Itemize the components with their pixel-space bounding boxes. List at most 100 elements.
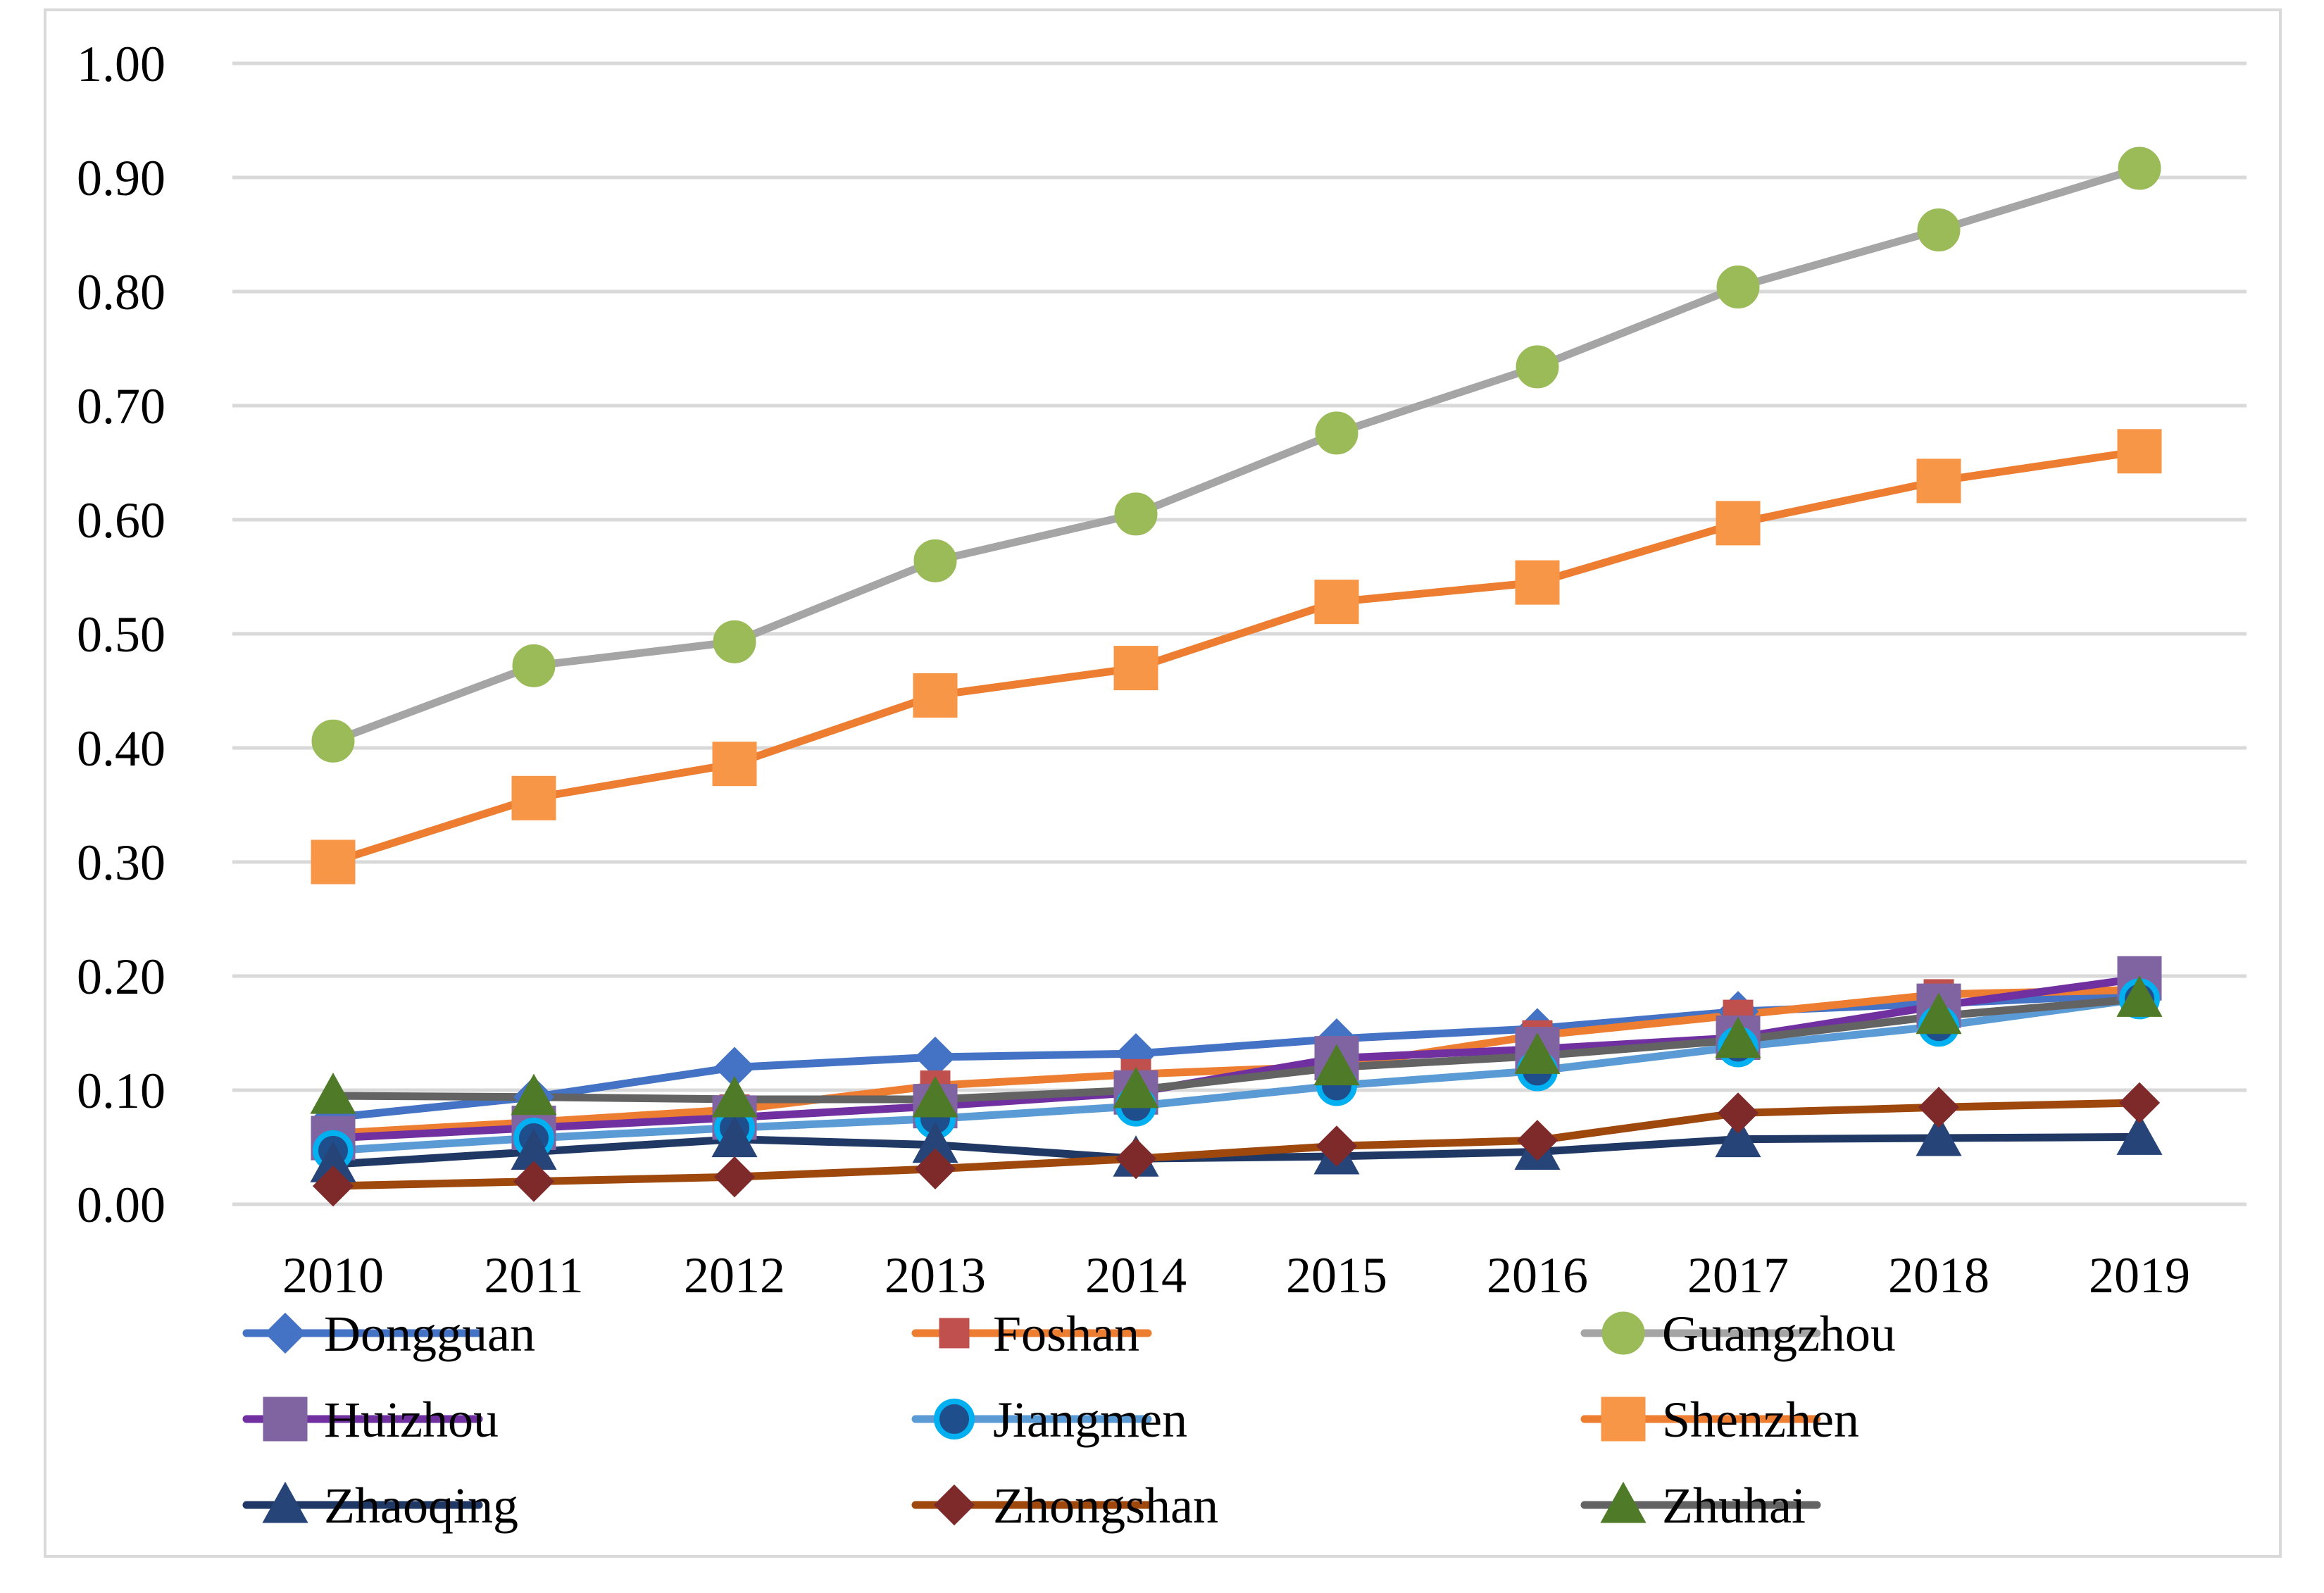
data-point-zhuhai bbox=[1113, 1066, 1159, 1108]
legend-marker bbox=[1601, 1311, 1645, 1355]
data-point-shenzhen bbox=[1515, 560, 1560, 605]
legend-marker bbox=[1600, 1481, 1647, 1523]
series-line-foshan bbox=[329, 985, 2144, 1138]
series-line-zhaoqing bbox=[329, 1132, 2144, 1168]
legend-marker bbox=[264, 1312, 306, 1354]
legend-marker bbox=[1601, 1397, 1646, 1442]
y-tick-label: 0.00 bbox=[77, 1177, 165, 1233]
x-tick-label: 2016 bbox=[1487, 1247, 1588, 1304]
data-point-zhongshan bbox=[312, 1165, 354, 1207]
data-point-zhongshan bbox=[1717, 1092, 1759, 1134]
legend-item-huizhou: Huizhou bbox=[242, 1392, 499, 1448]
series-line-jiangmen bbox=[329, 994, 2144, 1155]
y-tick-label: 0.20 bbox=[77, 949, 165, 1005]
data-point-guangzhou bbox=[1917, 208, 1961, 252]
data-point-shenzhen bbox=[712, 742, 757, 787]
legend-item-zhaoqing: Zhaoqing bbox=[242, 1478, 518, 1534]
legend-label: Guangzhou bbox=[1662, 1306, 1896, 1362]
data-point-zhongshan bbox=[914, 1148, 956, 1189]
data-point-zhongshan bbox=[1115, 1138, 1157, 1180]
data-point-zhuhai bbox=[1514, 1032, 1561, 1074]
data-point-shenzhen bbox=[1716, 501, 1761, 546]
series-line-shenzhen bbox=[329, 447, 2144, 866]
series-markers bbox=[310, 146, 2163, 1207]
x-tick-label: 2011 bbox=[484, 1247, 583, 1304]
x-tick-label: 2013 bbox=[885, 1247, 986, 1304]
data-point-zhaoqing bbox=[1916, 1114, 1962, 1156]
data-point-zhongshan bbox=[1918, 1087, 1960, 1128]
data-point-zhuhai bbox=[511, 1073, 557, 1116]
legend-label: Shenzhen bbox=[1662, 1392, 1859, 1448]
x-tick-label: 2014 bbox=[1085, 1247, 1187, 1304]
series-line-guangzhou bbox=[329, 164, 2144, 745]
legend-label: Zhaoqing bbox=[324, 1478, 518, 1534]
data-point-zhuhai bbox=[2116, 975, 2163, 1017]
y-tick-label: 0.10 bbox=[77, 1063, 165, 1119]
legend-label: Dongguan bbox=[324, 1306, 535, 1362]
x-axis-tick-labels: 2010 2011 2012 2013 2014 2015 2016 2017 2018 2019 bbox=[282, 1247, 2190, 1304]
y-tick-label: 0.30 bbox=[77, 835, 165, 891]
y-tick-label: 0.50 bbox=[77, 606, 165, 663]
data-point-zhaoqing bbox=[2116, 1113, 2163, 1155]
chart-frame bbox=[44, 8, 2282, 1558]
legend-label: Jiangmen bbox=[993, 1392, 1187, 1448]
data-point-zhuhai bbox=[1916, 992, 1962, 1035]
data-point-shenzhen bbox=[511, 775, 556, 820]
data-point-shenzhen bbox=[1113, 646, 1158, 691]
series-line-zhuhai bbox=[329, 994, 2144, 1104]
legend-item-jiangmen: Jiangmen bbox=[911, 1392, 1187, 1448]
data-point-guangzhou bbox=[2118, 146, 2161, 190]
data-point-guangzhou bbox=[913, 539, 957, 582]
legend-marker bbox=[933, 1484, 975, 1526]
y-tick-label: 0.90 bbox=[77, 150, 165, 206]
data-point-guangzhou bbox=[1114, 492, 1158, 536]
y-tick-label: 0.70 bbox=[77, 378, 165, 435]
data-point-zhuhai bbox=[912, 1075, 958, 1118]
data-point-zhaoqing bbox=[1715, 1116, 1761, 1158]
legend-item-zhuhai: Zhuhai bbox=[1580, 1478, 1821, 1534]
series-markers-zhuhai bbox=[310, 975, 2163, 1118]
x-tick-label: 2015 bbox=[1286, 1247, 1387, 1304]
data-point-shenzhen bbox=[311, 839, 356, 885]
series-markers-huizhou bbox=[311, 956, 2162, 1161]
legend-item-dongguan: Dongguan bbox=[242, 1306, 535, 1362]
legend-marker bbox=[939, 1318, 970, 1349]
data-point-shenzhen bbox=[2117, 429, 2162, 474]
data-point-shenzhen bbox=[913, 673, 958, 718]
x-tick-label: 2012 bbox=[684, 1247, 785, 1304]
data-point-guangzhou bbox=[1315, 411, 1358, 455]
legend-marker bbox=[934, 1399, 975, 1439]
y-tick-label: 0.60 bbox=[77, 492, 165, 549]
legend-label: Zhuhai bbox=[1662, 1478, 1806, 1534]
legend-marker bbox=[263, 1397, 308, 1442]
data-point-shenzhen bbox=[1916, 458, 1961, 504]
y-tick-label: 0.40 bbox=[77, 720, 165, 777]
x-tick-label: 2018 bbox=[1888, 1247, 1989, 1304]
x-tick-label: 2017 bbox=[1687, 1247, 1789, 1304]
data-point-zhongshan bbox=[1516, 1120, 1558, 1161]
legend-item-foshan: Foshan bbox=[911, 1306, 1152, 1362]
data-point-zhaoqing bbox=[711, 1116, 758, 1158]
series-lines bbox=[329, 164, 2144, 1190]
data-point-zhongshan bbox=[1316, 1125, 1358, 1167]
series-line-zhongshan bbox=[329, 1099, 2144, 1190]
y-tick-label: 1.00 bbox=[77, 36, 165, 92]
data-point-zhuhai bbox=[310, 1073, 356, 1114]
y-axis-tick-labels: 0.00 0.10 0.20 0.30 0.40 0.50 0.60 0.70 0.80 0.90… bbox=[77, 36, 165, 1233]
data-point-guangzhou bbox=[512, 644, 556, 687]
legend-label: Huizhou bbox=[324, 1392, 499, 1448]
data-point-guangzhou bbox=[1716, 266, 1760, 309]
data-point-zhongshan bbox=[2118, 1082, 2161, 1123]
data-point-dongguan bbox=[914, 1036, 956, 1078]
legend-label: Foshan bbox=[993, 1306, 1139, 1362]
series-markers-guangzhou bbox=[311, 146, 2161, 763]
data-point-zhongshan bbox=[513, 1161, 555, 1202]
data-point-guangzhou bbox=[311, 719, 355, 763]
data-point-zhuhai bbox=[711, 1075, 758, 1118]
x-tick-label: 2019 bbox=[2089, 1247, 2190, 1304]
legend-item-shenzhen: Shenzhen bbox=[1580, 1392, 1859, 1448]
data-point-shenzhen bbox=[1314, 580, 1359, 625]
data-point-zhongshan bbox=[713, 1156, 756, 1198]
legend: Dongguan Foshan Guangzhou Huizhou Jiangmen Sh… bbox=[242, 1306, 1896, 1534]
